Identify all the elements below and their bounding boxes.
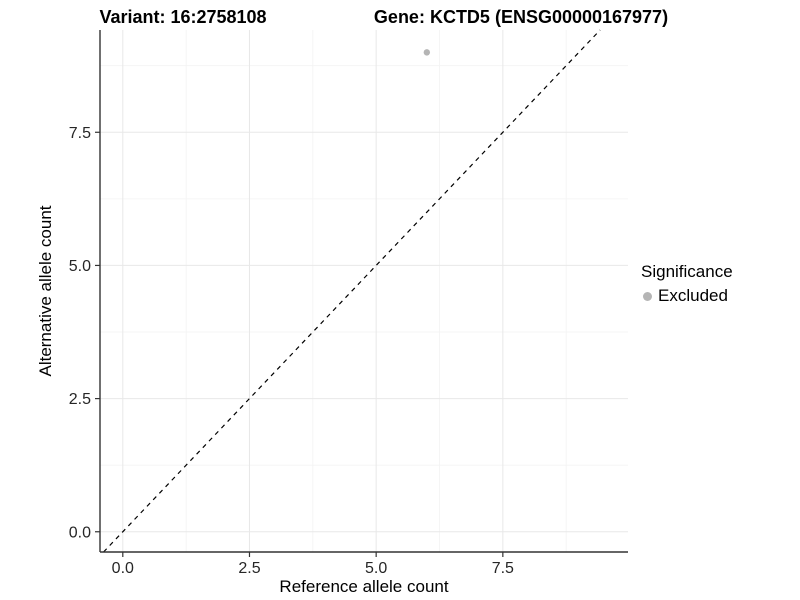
y-tick-label: 0.0: [69, 524, 91, 541]
legend-item-label: Excluded: [658, 286, 728, 305]
plot-title-gene: Gene: KCTD5 (ENSG00000167977): [373, 7, 669, 27]
legend-item-excluded: Excluded: [641, 286, 733, 306]
legend-title: Significance: [641, 262, 733, 281]
y-tick-label: 5.0: [69, 258, 91, 275]
identity-reference-line: [103, 29, 601, 553]
y-tick-label: 7.5: [69, 125, 91, 142]
x-tick-label: 2.5: [238, 560, 260, 577]
x-tick-label: 5.0: [365, 560, 387, 577]
plot-title-variant: Variant: 16:2758108: [99, 7, 267, 27]
x-axis-title: Reference allele count: [279, 577, 449, 596]
x-tick-label: 0.0: [112, 560, 134, 577]
legend-point-icon: [643, 291, 652, 301]
y-tick-label: 2.5: [69, 391, 91, 408]
legend: Significance Excluded: [641, 262, 733, 306]
data-point: [423, 49, 431, 56]
y-axis-title: Alternative allele count: [36, 205, 55, 377]
x-tick-label: 7.5: [492, 560, 514, 577]
